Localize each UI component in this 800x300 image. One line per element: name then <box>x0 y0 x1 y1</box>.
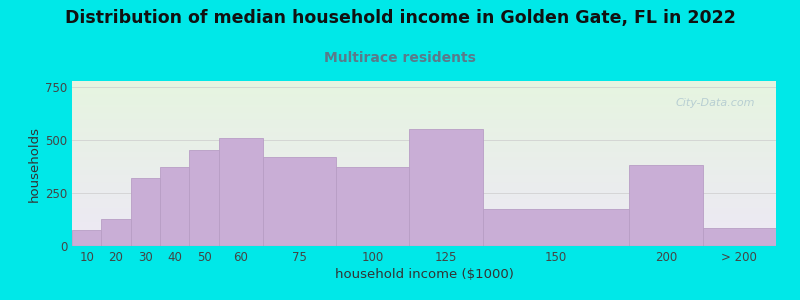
Text: Distribution of median household income in Golden Gate, FL in 2022: Distribution of median household income … <box>65 9 735 27</box>
Bar <box>218 138 262 246</box>
Text: Multirace residents: Multirace residents <box>324 51 476 65</box>
Bar <box>130 178 160 246</box>
X-axis label: household income ($1000): household income ($1000) <box>334 268 514 281</box>
Bar <box>336 167 410 246</box>
Bar <box>262 157 336 246</box>
Bar <box>630 165 702 246</box>
Bar <box>160 167 190 246</box>
Bar <box>482 209 630 246</box>
Bar <box>410 129 482 246</box>
Bar <box>190 150 218 246</box>
Y-axis label: households: households <box>28 125 41 202</box>
Bar <box>702 228 776 246</box>
Bar <box>102 218 130 246</box>
Bar <box>72 230 102 246</box>
Text: City-Data.com: City-Data.com <box>675 98 755 107</box>
